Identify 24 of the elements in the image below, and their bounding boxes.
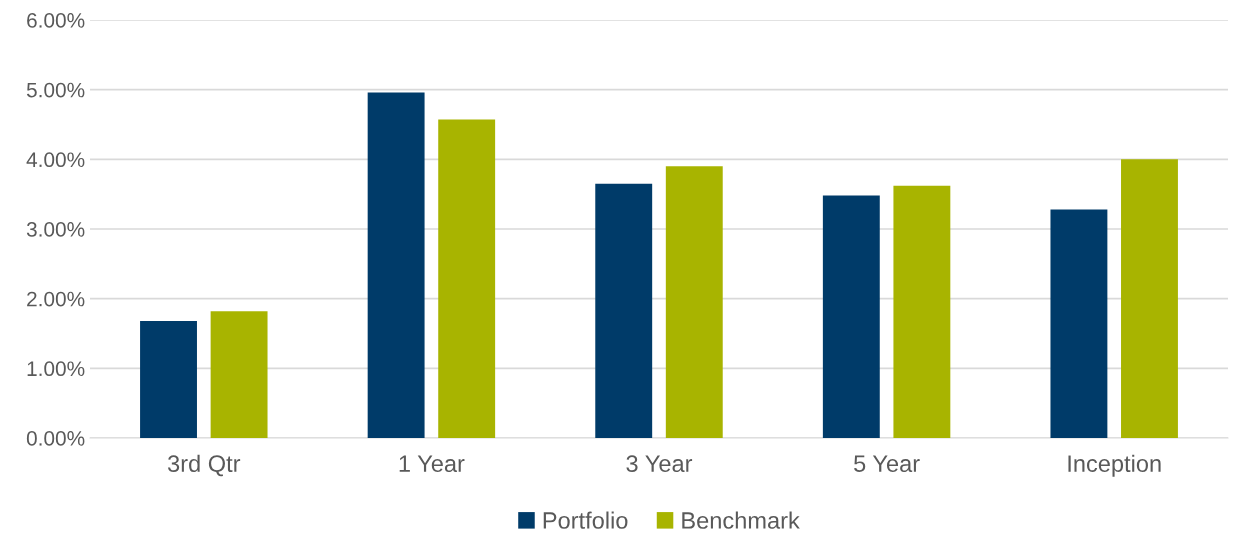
x-tick-label: 1 Year bbox=[399, 455, 465, 473]
bar bbox=[665, 166, 723, 438]
legend-label: Benchmark bbox=[682, 511, 800, 529]
x-tick-label: Inception bbox=[1068, 454, 1161, 477]
legend-label: Portfolio bbox=[543, 511, 628, 529]
bar bbox=[1121, 159, 1178, 438]
y-tick-label: 1.00% bbox=[27, 361, 85, 377]
bar bbox=[367, 92, 425, 438]
bar bbox=[140, 320, 197, 438]
x-tick-label: 3 Year bbox=[626, 455, 693, 473]
y-tick-label: 5.00% bbox=[26, 82, 85, 98]
bar bbox=[1050, 209, 1108, 438]
y-tick-label: 2.00% bbox=[27, 291, 85, 307]
bar bbox=[210, 311, 268, 438]
y-tick-label: 0.00% bbox=[26, 431, 85, 446]
bar bbox=[438, 119, 496, 438]
y-tick-label: 3.00% bbox=[26, 222, 85, 237]
bar bbox=[822, 195, 880, 438]
x-tick-label: 3rd Qtr bbox=[167, 454, 241, 477]
y-tick-label: 4.00% bbox=[26, 152, 85, 168]
bar bbox=[893, 185, 951, 438]
bar bbox=[595, 183, 653, 438]
x-tick-label: 5 Year bbox=[854, 455, 920, 473]
y-tick-label: 6.00% bbox=[27, 13, 85, 28]
